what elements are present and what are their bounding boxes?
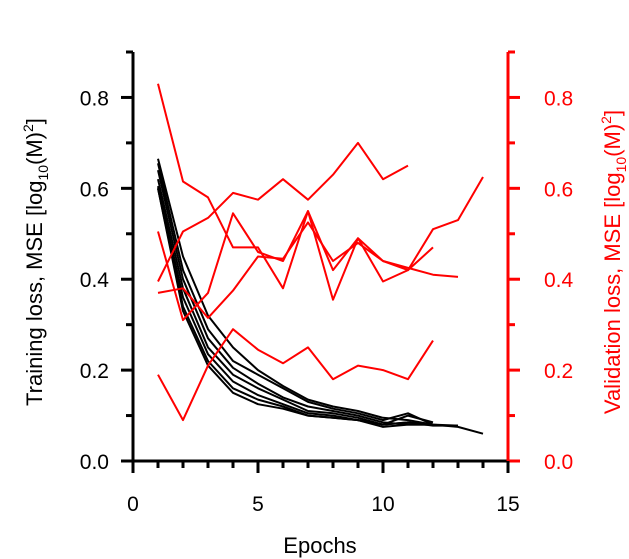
validation-series-line-2 <box>157 210 434 322</box>
left-axis-label: Training loss, MSE [log10(M)2] <box>20 118 51 406</box>
right-axis-label: Validation loss, MSE [log10(M)2] <box>598 110 629 414</box>
left-tick-label: 0.2 <box>80 360 109 383</box>
axes-group: 0.0 0.2 0.4 0.6 0.8 0.0 0.2 0.4 0.6 0.8 0 5 10 15 <box>80 50 574 516</box>
training-series-line-6 <box>157 188 433 428</box>
left-tick-label: 0.4 <box>80 269 110 292</box>
validation-series-line-1 <box>157 83 484 301</box>
right-tick-label: 0.6 <box>544 178 573 201</box>
right-axis-label-end: ] <box>600 110 625 116</box>
validation-series-line-3 <box>157 221 459 319</box>
left-tick-label: 0.0 <box>80 451 109 474</box>
training-series-line-2 <box>157 163 434 426</box>
training-series-line-1 <box>157 158 484 435</box>
x-tick-label: 10 <box>371 493 394 516</box>
left-tick-label: 0.8 <box>80 87 109 110</box>
right-axis-label-main: Validation loss, MSE [log <box>600 172 625 414</box>
right-axis-label-sub: 10 <box>613 157 629 173</box>
left-axis-label-sub: 10 <box>35 165 51 181</box>
x-tick-label: 5 <box>252 493 264 516</box>
validation-series-group <box>157 83 484 422</box>
left-axis-label-end: ] <box>22 118 47 124</box>
right-tick-label: 0.4 <box>544 269 574 292</box>
right-axis-label-mid: (M) <box>600 124 625 157</box>
validation-series-line-4 <box>157 141 409 282</box>
plot-area <box>157 83 484 435</box>
validation-series-line-5 <box>157 328 434 422</box>
right-tick-label: 0.2 <box>544 360 573 383</box>
left-tick-label: 0.6 <box>80 178 109 201</box>
left-axis-label-sup: 2 <box>20 124 36 132</box>
training-series-group <box>157 158 484 435</box>
x-tick-label: 0 <box>127 493 139 516</box>
left-axis-label-main: Training loss, MSE [log <box>22 181 47 406</box>
left-axis-label-mid: (M) <box>22 132 47 165</box>
training-series-line-5 <box>157 185 434 426</box>
right-tick-label: 0.0 <box>544 451 573 474</box>
x-axis-label: Epochs <box>283 533 356 558</box>
x-tick-label: 15 <box>496 493 519 516</box>
right-axis-label-sup: 2 <box>598 116 614 124</box>
right-tick-label: 0.8 <box>544 87 573 110</box>
